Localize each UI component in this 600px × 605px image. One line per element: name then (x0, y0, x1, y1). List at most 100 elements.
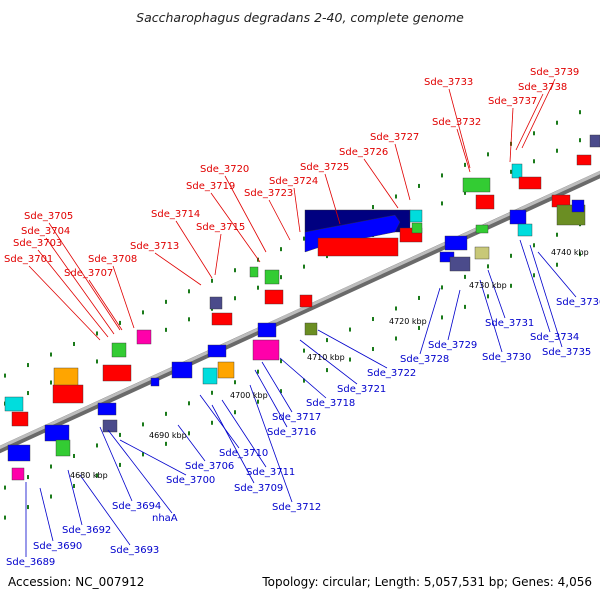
gene-block (11, 467, 25, 481)
track-dot (27, 363, 29, 368)
gene-label-reverse: Sde_3728 (400, 354, 449, 365)
gene-block (4, 396, 24, 412)
gene-block (55, 439, 71, 457)
leader-line-reverse (79, 474, 131, 546)
gene-block (444, 235, 468, 251)
leader-line-reverse (519, 239, 551, 333)
track-dot (165, 441, 167, 446)
track-dot (487, 294, 489, 299)
leader-line-reverse (119, 439, 187, 476)
leader-line-reverse (447, 289, 461, 341)
leader-line-reverse (317, 329, 388, 369)
track-dot (73, 453, 75, 458)
track-dot (556, 148, 558, 153)
backbone-highlight (0, 170, 600, 450)
track-dot (211, 390, 213, 395)
gene-block (475, 194, 495, 210)
gene-block (589, 134, 600, 148)
track-dot (96, 331, 98, 336)
gene-label-reverse: Sde_3693 (110, 545, 159, 556)
track-dot (165, 411, 167, 416)
leader-line-forward (45, 237, 115, 335)
track-dot (142, 422, 144, 427)
leader-line-forward (154, 252, 202, 286)
gene-label-reverse: Sde_3712 (272, 502, 321, 513)
track-dot (464, 190, 466, 195)
gene-label-reverse: Sde_3735 (542, 347, 591, 358)
track-dot (349, 357, 351, 362)
gene-block (304, 322, 318, 336)
track-dot (280, 389, 282, 394)
track-dot (533, 159, 535, 164)
track-dot (303, 348, 305, 353)
gene-label-reverse: Sde_3729 (428, 340, 477, 351)
kbp-tick-label: 4700 kbp (230, 391, 268, 400)
leader-line-reverse (537, 251, 577, 298)
leader-line-forward (112, 265, 135, 329)
track-dot (4, 515, 6, 520)
gene-block (299, 294, 313, 308)
gene-block (102, 419, 118, 433)
track-dot (510, 283, 512, 288)
leader-line-reverse (261, 361, 293, 413)
kbp-tick-label: 4730 kbp (469, 281, 507, 290)
gene-block (264, 269, 280, 285)
gene-block (317, 237, 399, 257)
track-dot (50, 352, 52, 357)
gene-label-forward: Sde_3737 (488, 96, 537, 107)
track-dot (257, 369, 259, 374)
genome-backbone (0, 170, 600, 454)
track-dot (96, 443, 98, 448)
gene-label-forward: Sde_3714 (151, 209, 200, 220)
gene-label-reverse: Sde_3717 (272, 412, 321, 423)
gene-block (474, 246, 490, 260)
gene-block (518, 176, 542, 190)
kbp-tick-labels: 4680 kbp 4690 kbp 4700 kbp 4710 kbp 4720 kbp… (70, 248, 589, 480)
track-dot (349, 327, 351, 332)
gene-block (252, 339, 280, 361)
leader-line-reverse (221, 399, 267, 468)
track-dot (579, 138, 581, 143)
gene-label-forward: Sde_3727 (370, 132, 419, 143)
kbp-tick-label: 4710 kbp (307, 353, 345, 362)
leader-line-forward (324, 173, 341, 225)
gene-label-forward: Sde_3723 (244, 188, 293, 199)
leader-line-reverse (211, 404, 255, 484)
leader-line-reverse (487, 269, 506, 319)
gene-block (511, 163, 523, 179)
leader-line-forward (28, 265, 101, 341)
gene-label-reverse: Sde_3731 (485, 318, 534, 329)
gene-label-reverse: Sde_3716 (267, 427, 316, 438)
track-dot (372, 347, 374, 352)
gene-block (509, 209, 527, 225)
track-dot (487, 264, 489, 269)
gene-features (4, 134, 600, 481)
gene-label-reverse: Sde_3694 (112, 501, 161, 512)
track-dot (464, 162, 466, 167)
track-dot (27, 505, 29, 510)
gene-block (171, 361, 193, 379)
gene-block (7, 444, 31, 462)
kbp-tick-label: 4720 kbp (389, 317, 427, 326)
gene-block (264, 289, 284, 305)
gene-label-reverse: Sde_3710 (219, 448, 268, 459)
leader-line-reverse (107, 429, 173, 514)
gene-block (217, 361, 235, 379)
gene-label-forward: Sde_3713 (130, 241, 179, 252)
leader-line-forward (521, 78, 556, 149)
gene-label-reverse: Sde_3721 (337, 384, 386, 395)
track-dot (418, 183, 420, 188)
gene-label-forward: Sde_3726 (339, 147, 388, 158)
track-dot (441, 201, 443, 206)
track-dot (556, 262, 558, 267)
track-dot (556, 232, 558, 237)
gene-block (257, 322, 277, 338)
track-dot (142, 310, 144, 315)
track-dot (303, 378, 305, 383)
track-dot (119, 462, 121, 467)
track-dot (303, 264, 305, 269)
kbp-tick-label: 4740 kbp (551, 248, 589, 257)
gene-label-forward: Sde_3701 (4, 254, 53, 265)
track-dot (464, 274, 466, 279)
track-dot (234, 268, 236, 273)
